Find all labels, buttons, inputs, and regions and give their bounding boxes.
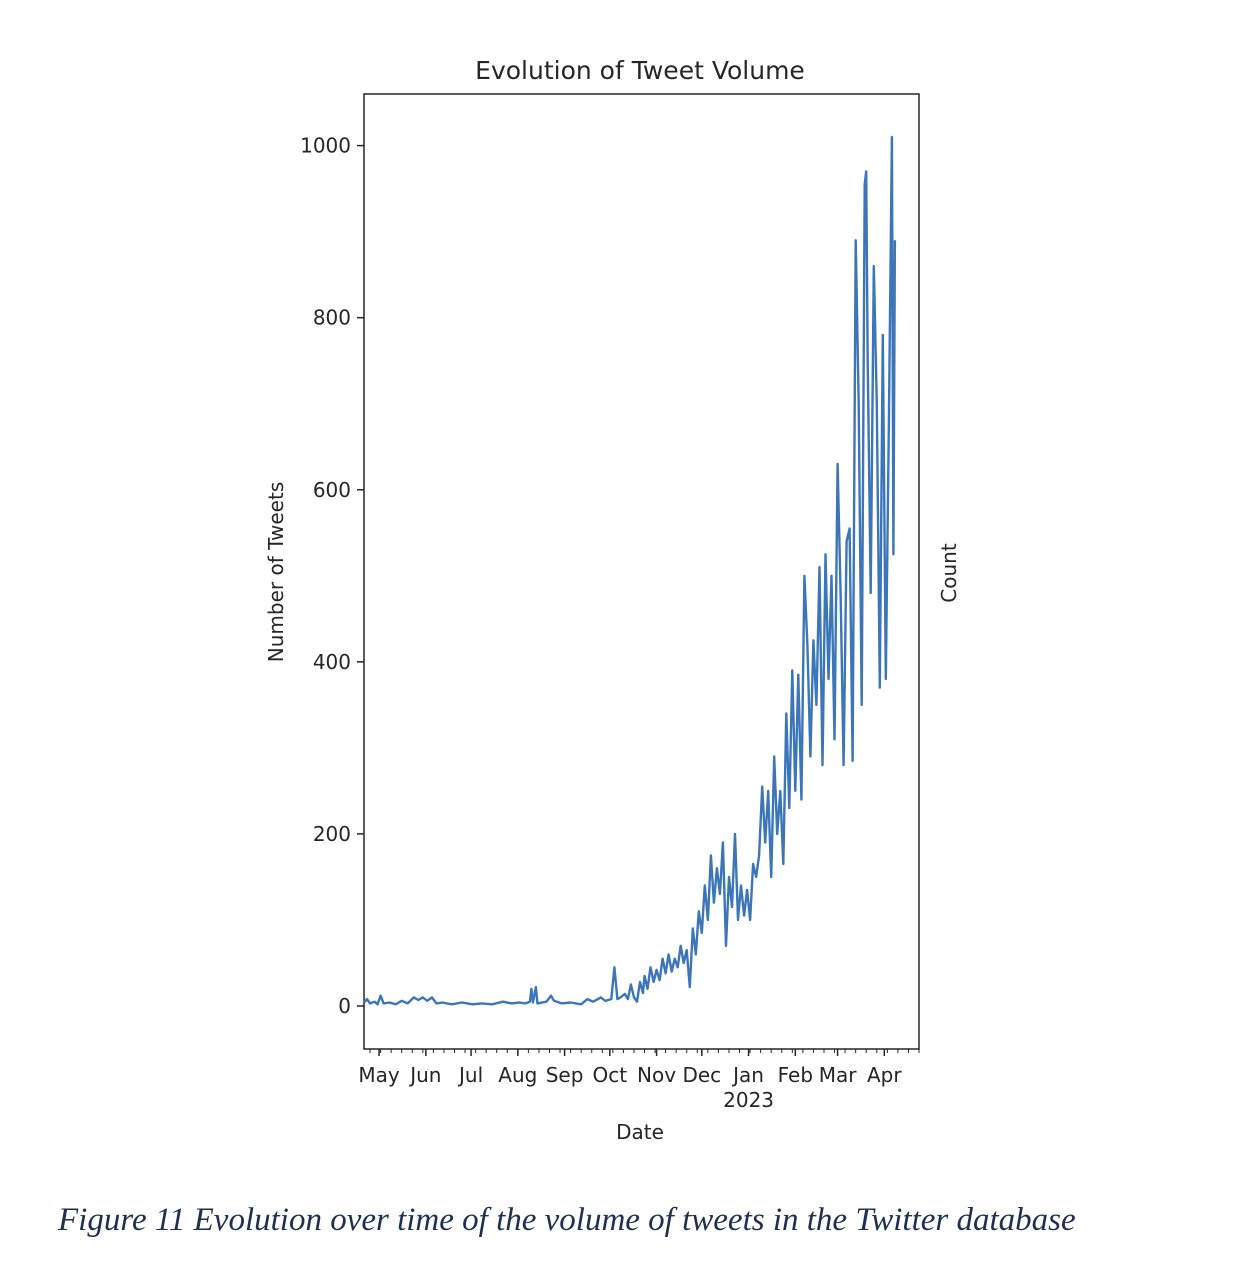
- x-tick-label-apr: Apr: [867, 1063, 902, 1087]
- y-tick-label-600: 600: [313, 478, 351, 502]
- x-tick-label-aug: Aug: [498, 1063, 537, 1087]
- x-tick-label-may: May: [358, 1063, 400, 1087]
- tweet-volume-chart: Evolution of Tweet Volume 0 200 400 600 800 1…: [264, 56, 961, 1144]
- x-tick-label-jun: Jun: [408, 1063, 441, 1087]
- x-tick-label-oct: Oct: [593, 1063, 628, 1087]
- x-axis-minor-ticks: [369, 1049, 920, 1053]
- right-axis-label: Count: [937, 543, 961, 603]
- chart-title: Evolution of Tweet Volume: [475, 56, 805, 85]
- y-axis-label: Number of Tweets: [264, 482, 288, 662]
- plot-frame: [363, 93, 920, 1050]
- x-tick-label-nov: Nov: [637, 1063, 676, 1087]
- x-tick-label-feb: Feb: [778, 1063, 813, 1087]
- y-tick-label-0: 0: [338, 994, 351, 1018]
- y-axis: 0 200 400 600 800 1000: [300, 134, 364, 1018]
- x-tick-label-jul: Jul: [457, 1063, 483, 1087]
- y-tick-label-200: 200: [313, 822, 351, 846]
- y-tick-label-800: 800: [313, 306, 351, 330]
- x-axis-label: Date: [616, 1120, 664, 1144]
- x-tick-label-jan: Jan: [731, 1063, 764, 1087]
- x-tick-label-dec: Dec: [682, 1063, 721, 1087]
- y-tick-label-400: 400: [313, 650, 351, 674]
- x-tick-sublabel-year: 2023: [723, 1088, 774, 1112]
- x-tick-label-sep: Sep: [546, 1063, 584, 1087]
- y-tick-label-1000: 1000: [300, 134, 351, 158]
- x-tick-label-mar: Mar: [819, 1063, 858, 1087]
- series-line-tweets: [363, 135, 897, 1006]
- figure-caption: Figure 11 Evolution over time of the vol…: [58, 1202, 1076, 1238]
